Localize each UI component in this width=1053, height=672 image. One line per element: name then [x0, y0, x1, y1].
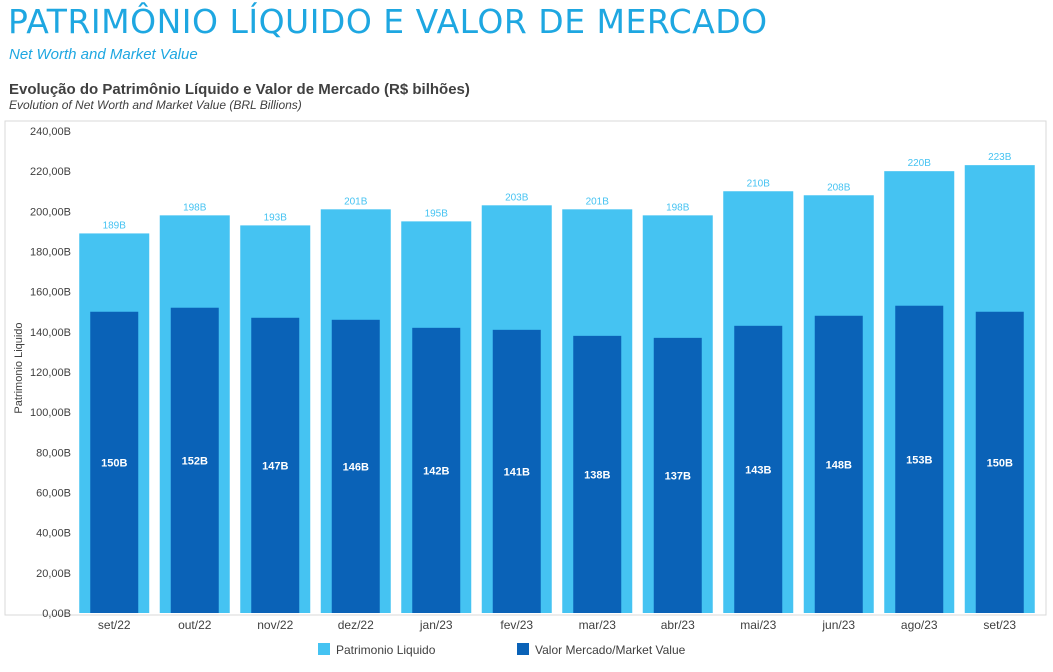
- bar-valor-mercado: [573, 335, 622, 613]
- page-title: PATRIMÔNIO LÍQUIDO E VALOR DE MERCADO: [8, 2, 768, 41]
- x-tick-label: nov/22: [257, 618, 293, 632]
- bars: 189B 150B 198B 152B 193B 147B 201B 146B 195B 142B…: [79, 152, 1035, 614]
- x-tick-label: set/23: [983, 618, 1016, 632]
- x-tick-label: abr/23: [661, 618, 695, 632]
- x-tick-label: mar/23: [579, 618, 617, 632]
- data-label-valor-mercado: 142B: [423, 465, 449, 477]
- data-label-patrimonio-liquido: 203B: [505, 192, 529, 203]
- x-tick-label: jun/23: [821, 618, 855, 632]
- x-tick-label: jan/23: [419, 618, 453, 632]
- y-tick-label: 180,00B: [30, 247, 71, 259]
- y-tick-label: 100,00B: [30, 407, 71, 419]
- y-tick-label: 80,00B: [36, 447, 71, 459]
- bar-valor-mercado: [331, 319, 380, 613]
- y-tick-label: 60,00B: [36, 488, 71, 500]
- legend-swatch-patrimonio: [318, 643, 330, 655]
- y-tick-label: 160,00B: [30, 287, 71, 299]
- legend: Patrimonio Liquido Valor Mercado/Market …: [318, 643, 686, 657]
- data-label-patrimonio-liquido: 208B: [827, 182, 851, 193]
- bar-valor-mercado: [895, 305, 944, 613]
- y-axis-ticks: 0,00B 20,00B 40,00B 60,00B 80,00B 100,00B 120,…: [30, 126, 71, 620]
- data-label-patrimonio-liquido: 223B: [988, 152, 1012, 163]
- data-label-patrimonio-liquido: 198B: [183, 202, 207, 213]
- y-tick-label: 220,00B: [30, 166, 71, 178]
- y-tick-label: 120,00B: [30, 367, 71, 379]
- x-axis-labels: set/22 out/22 nov/22 dez/22 jan/23 fev/23 mar/…: [98, 618, 1017, 632]
- data-label-valor-mercado: 138B: [584, 469, 610, 481]
- data-label-patrimonio-liquido: 198B: [666, 202, 690, 213]
- y-tick-label: 200,00B: [30, 206, 71, 218]
- bar-valor-mercado: [492, 329, 541, 613]
- bar-valor-mercado: [251, 317, 300, 613]
- data-label-valor-mercado: 153B: [906, 454, 932, 466]
- chart-title: Evolução do Patrimônio Líquido e Valor d…: [9, 81, 470, 98]
- x-tick-label: set/22: [98, 618, 131, 632]
- x-tick-label: dez/22: [338, 618, 374, 632]
- bar-valor-mercado: [412, 327, 461, 613]
- bar-valor-mercado: [653, 337, 702, 613]
- data-label-patrimonio-liquido: 210B: [747, 178, 771, 189]
- data-label-patrimonio-liquido: 201B: [344, 196, 368, 207]
- bar-valor-mercado: [170, 307, 219, 613]
- page-subtitle: Net Worth and Market Value: [9, 46, 198, 63]
- x-tick-label: mai/23: [740, 618, 776, 632]
- legend-label-valor-mercado: Valor Mercado/Market Value: [535, 643, 686, 657]
- data-label-valor-mercado: 150B: [987, 457, 1013, 469]
- data-label-valor-mercado: 150B: [101, 457, 127, 469]
- y-tick-label: 40,00B: [36, 528, 71, 540]
- y-tick-label: 240,00B: [30, 126, 71, 138]
- bar-valor-mercado: [975, 311, 1024, 613]
- plot-frame: [4, 120, 1047, 616]
- data-label-patrimonio-liquido: 220B: [908, 158, 932, 169]
- data-label-valor-mercado: 152B: [182, 455, 208, 467]
- data-label-patrimonio-liquido: 193B: [264, 212, 288, 223]
- data-label-valor-mercado: 147B: [262, 460, 288, 472]
- legend-label-patrimonio: Patrimonio Liquido: [336, 643, 436, 657]
- data-label-valor-mercado: 143B: [745, 464, 771, 476]
- x-tick-label: out/22: [178, 618, 212, 632]
- legend-swatch-valor-mercado: [517, 643, 529, 655]
- chart-subtitle: Evolution of Net Worth and Market Value …: [9, 98, 302, 112]
- data-label-patrimonio-liquido: 195B: [425, 208, 449, 219]
- x-tick-label: ago/23: [901, 618, 938, 632]
- bar-valor-mercado: [734, 325, 783, 613]
- bar-valor-mercado: [90, 311, 139, 613]
- data-label-valor-mercado: 137B: [665, 470, 691, 482]
- x-tick-label: fev/23: [500, 618, 533, 632]
- bar-valor-mercado: [814, 315, 863, 613]
- y-tick-label: 140,00B: [30, 327, 71, 339]
- data-label-valor-mercado: 146B: [343, 461, 369, 473]
- data-label-patrimonio-liquido: 189B: [103, 220, 127, 231]
- y-axis-label: Patrimonio Liquido: [13, 322, 25, 413]
- y-tick-label: 0,00B: [42, 608, 71, 620]
- y-tick-label: 20,00B: [36, 568, 71, 580]
- data-label-patrimonio-liquido: 201B: [586, 196, 610, 207]
- data-label-valor-mercado: 141B: [504, 466, 530, 478]
- data-label-valor-mercado: 148B: [826, 459, 852, 471]
